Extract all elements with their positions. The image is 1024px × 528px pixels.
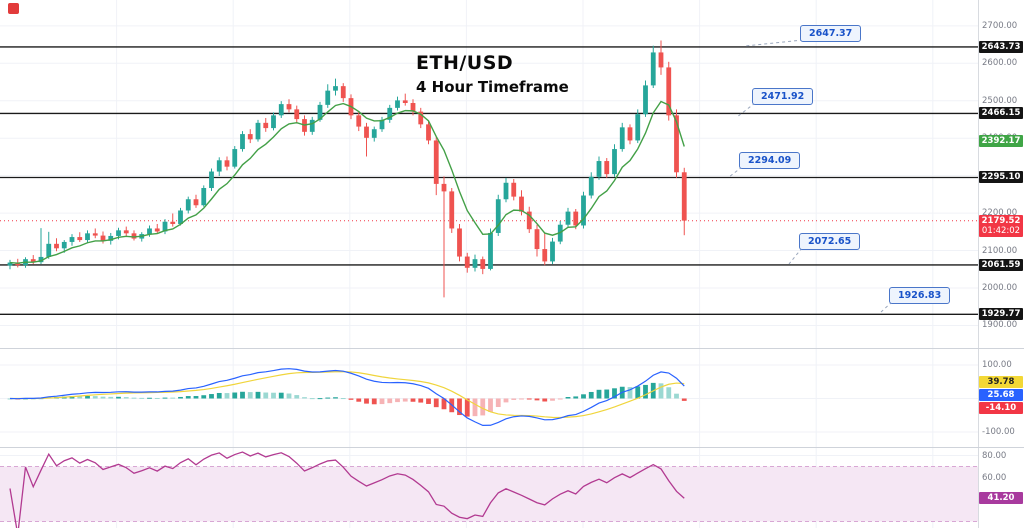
rsi-band	[0, 466, 978, 522]
price-axis-tick: 1900.00	[982, 320, 1018, 331]
axis-badge: 2061.59	[979, 258, 1023, 271]
price-callout-label[interactable]: 2294.09	[739, 152, 801, 169]
price-axis-tick: 2200.00	[982, 208, 1018, 219]
rsi-axis-tick: 60.00	[982, 472, 1007, 483]
macd-histogram	[7, 382, 687, 417]
rsi-axis-tick: 80.00	[982, 450, 1007, 461]
callout-pointer-line	[736, 102, 756, 118]
price-axis-tick: 2100.00	[982, 245, 1018, 256]
rsi-line	[9, 451, 685, 528]
price-axis-tick: 2700.00	[982, 20, 1018, 31]
price-axis-tick: 2000.00	[982, 283, 1018, 293]
price-callout-label[interactable]: 2471.92	[752, 88, 814, 105]
price-callout-label[interactable]: 1926.83	[889, 287, 951, 304]
timeframe-title: 4 Hour Timeframe	[416, 78, 569, 96]
axis-badge: 25.68	[979, 389, 1023, 401]
axis-badge: 2295.10	[979, 171, 1023, 184]
macd-line	[9, 368, 685, 426]
chart-title: ETH/USD 4 Hour Timeframe	[416, 52, 569, 96]
macd-axis-tick: 100.00	[982, 360, 1012, 370]
price-axis-tick: 2600.00	[982, 58, 1018, 69]
callout-pointer-line	[744, 39, 804, 47]
axis-badge: 39.78	[979, 376, 1023, 388]
price-callout-label[interactable]: 2647.37	[800, 25, 862, 42]
axis-badge: -14.10	[979, 402, 1023, 414]
symbol-title: ETH/USD	[416, 52, 514, 74]
axis-badge: 2643.73	[979, 40, 1023, 53]
price-axis-tick: 2500.00	[982, 95, 1018, 106]
ma-line	[9, 100, 685, 264]
axis-badge: 2179.52 01:42:02	[979, 214, 1023, 237]
pane-separator-macd[interactable]	[0, 348, 1024, 349]
pane-separator-rsi[interactable]	[0, 447, 1024, 448]
candles-group	[7, 40, 687, 298]
macd-axis-tick: -100.00	[982, 427, 1015, 437]
axis-badge: 41.20	[979, 492, 1023, 505]
axis-badge: 1929.77	[979, 308, 1023, 321]
record-indicator-icon	[8, 3, 19, 14]
axis-badge: 2392.17	[979, 135, 1023, 148]
axis-badge: 2466.15	[979, 107, 1023, 120]
price-callout-label[interactable]: 2072.65	[799, 233, 861, 250]
